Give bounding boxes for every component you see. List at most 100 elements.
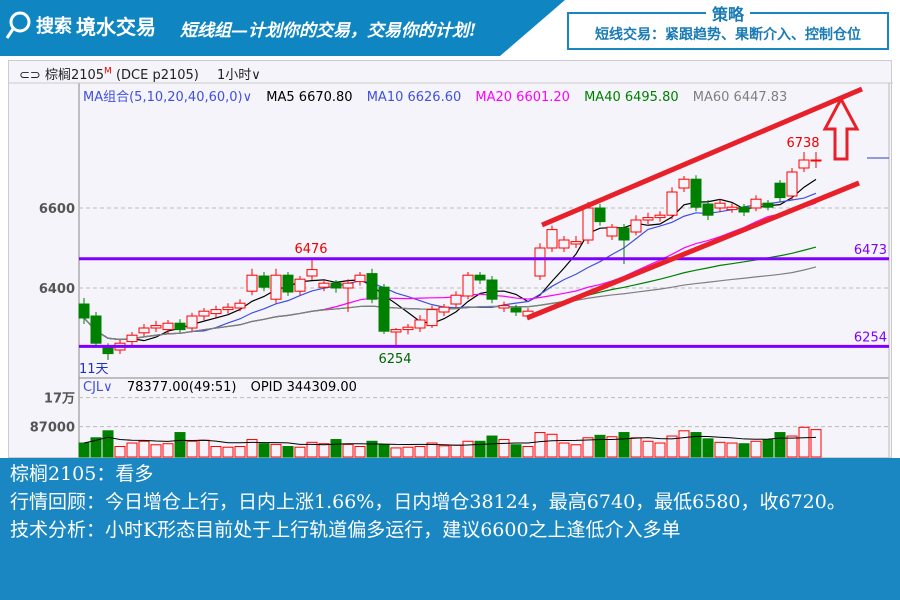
candle-body bbox=[594, 207, 606, 223]
candle-body bbox=[474, 274, 486, 281]
volume-tick-label: 17万 bbox=[44, 392, 75, 407]
volume-bar bbox=[522, 446, 534, 458]
strategy-text: 短线交易：紧跟趋势、果断介入、控制仓位 bbox=[595, 27, 861, 43]
candle-body bbox=[186, 315, 198, 329]
candle-body bbox=[282, 274, 294, 293]
candle-body bbox=[198, 310, 210, 317]
ma10-value: MA10 6626.60 bbox=[366, 90, 462, 105]
market-review: 行情回顾：今日增仓上行，日内上涨1.66%，日内增仓38124，最高6740，最… bbox=[10, 491, 846, 513]
volume-legend: CJL∨ 78377.00(49:51) OPID 344309.00 bbox=[83, 380, 357, 395]
volume-bar bbox=[690, 432, 702, 458]
candle-body bbox=[450, 294, 462, 305]
candle-body bbox=[318, 282, 330, 288]
candle-body bbox=[786, 171, 798, 197]
candle-body bbox=[654, 214, 666, 219]
symbol-name: 棕榈2105 bbox=[44, 68, 105, 83]
volume-bar bbox=[318, 443, 330, 458]
volume-bar bbox=[174, 432, 186, 458]
volume-bar bbox=[594, 434, 606, 458]
candle-body bbox=[582, 207, 594, 241]
candle-body bbox=[702, 203, 714, 216]
channel-lower-line bbox=[526, 180, 860, 321]
candle-body bbox=[270, 274, 282, 300]
technical-analysis: 技术分析：小时K形态目前处于上行轨道偏多运行，建议6600之上逢低介入多单 bbox=[10, 519, 681, 541]
volume-bar bbox=[714, 441, 726, 458]
period-select[interactable]: 1小时∨ bbox=[217, 68, 261, 83]
ma-selector[interactable]: MA组合(5,10,20,40,60,0)∨ bbox=[83, 90, 253, 105]
candle-body bbox=[714, 202, 726, 209]
volume-bar bbox=[558, 442, 570, 458]
candle-body bbox=[606, 226, 618, 237]
volume-bar bbox=[186, 440, 198, 458]
candle-body bbox=[690, 178, 702, 208]
candle-body bbox=[138, 327, 150, 334]
low-label: 6254 bbox=[378, 352, 411, 367]
candle-body bbox=[390, 329, 402, 333]
volume-bar bbox=[90, 437, 102, 458]
candle-body bbox=[342, 282, 354, 289]
analysis-panel: 棕榈2105：看多 行情回顾：今日增仓上行，日内上涨1.66%，日内增仓3812… bbox=[0, 458, 900, 600]
candle-body bbox=[798, 159, 810, 169]
volume-bar bbox=[618, 432, 630, 458]
y-tick-label: 6400 bbox=[39, 282, 75, 297]
volume-bar bbox=[354, 446, 366, 458]
candle-body bbox=[78, 303, 90, 319]
volume-bar bbox=[258, 443, 270, 458]
volume-bar bbox=[702, 438, 714, 458]
volume-bar bbox=[138, 440, 150, 458]
volume-bar bbox=[642, 440, 654, 458]
volume-bar bbox=[582, 437, 594, 458]
chart-canvas[interactable]: 6600 6400 17万 87000 6473 6254 6476 6254 6738 11天 bbox=[9, 61, 893, 459]
volume-bar bbox=[78, 442, 90, 458]
candle-body bbox=[810, 159, 822, 162]
volume-value: 78377.00(49:51) bbox=[126, 380, 237, 395]
ma20-value: MA20 6601.20 bbox=[475, 90, 570, 105]
volume-bar bbox=[774, 432, 786, 458]
volume-bar bbox=[762, 439, 774, 458]
candle-body bbox=[222, 306, 234, 311]
candle-body bbox=[738, 206, 750, 213]
candle-body bbox=[546, 229, 558, 249]
volume-bar bbox=[678, 430, 690, 458]
volume-bar bbox=[606, 436, 618, 458]
candle-body bbox=[570, 241, 582, 245]
volume-bar bbox=[402, 446, 414, 458]
volume-bar bbox=[210, 446, 222, 458]
volume-bar bbox=[438, 445, 450, 458]
volume-selector[interactable]: CJL∨ bbox=[83, 380, 113, 395]
candle-body bbox=[510, 307, 522, 313]
candle-body bbox=[750, 198, 762, 209]
volume-bar bbox=[498, 439, 510, 458]
volume-bar bbox=[342, 443, 354, 458]
candle-body bbox=[762, 202, 774, 208]
candle-body bbox=[774, 182, 786, 199]
support-label: 6254 bbox=[854, 330, 887, 345]
candle-body bbox=[414, 319, 426, 329]
volume-bar bbox=[150, 444, 162, 458]
volume-bar bbox=[798, 426, 810, 458]
ma5-value: MA5 6670.80 bbox=[266, 90, 353, 105]
volume-bar bbox=[570, 444, 582, 458]
volume-bar bbox=[366, 440, 378, 458]
candle-body bbox=[426, 309, 438, 327]
volume-bar bbox=[450, 444, 462, 458]
volume-bar bbox=[750, 440, 762, 458]
high-label: 6476 bbox=[294, 242, 327, 257]
volume-bar bbox=[414, 446, 426, 458]
volume-bar bbox=[222, 446, 234, 458]
volume-bar bbox=[474, 440, 486, 458]
candle-body bbox=[630, 219, 642, 233]
link-icon[interactable]: ⊂⊃ bbox=[19, 68, 41, 83]
volume-bar bbox=[390, 447, 402, 458]
candle-body bbox=[126, 334, 138, 343]
ma60-value: MA60 6447.83 bbox=[692, 90, 788, 105]
candle-body bbox=[678, 178, 690, 189]
candle-body bbox=[306, 269, 318, 277]
kline-chart[interactable]: 6600 6400 17万 87000 6473 6254 6476 6254 6738 11天 … bbox=[8, 60, 893, 459]
badge: M bbox=[104, 66, 112, 77]
ma10-line bbox=[83, 192, 817, 341]
candle-body bbox=[102, 347, 114, 355]
candle-body bbox=[726, 206, 738, 211]
volume-bar bbox=[666, 435, 678, 458]
candle-body bbox=[558, 239, 570, 249]
